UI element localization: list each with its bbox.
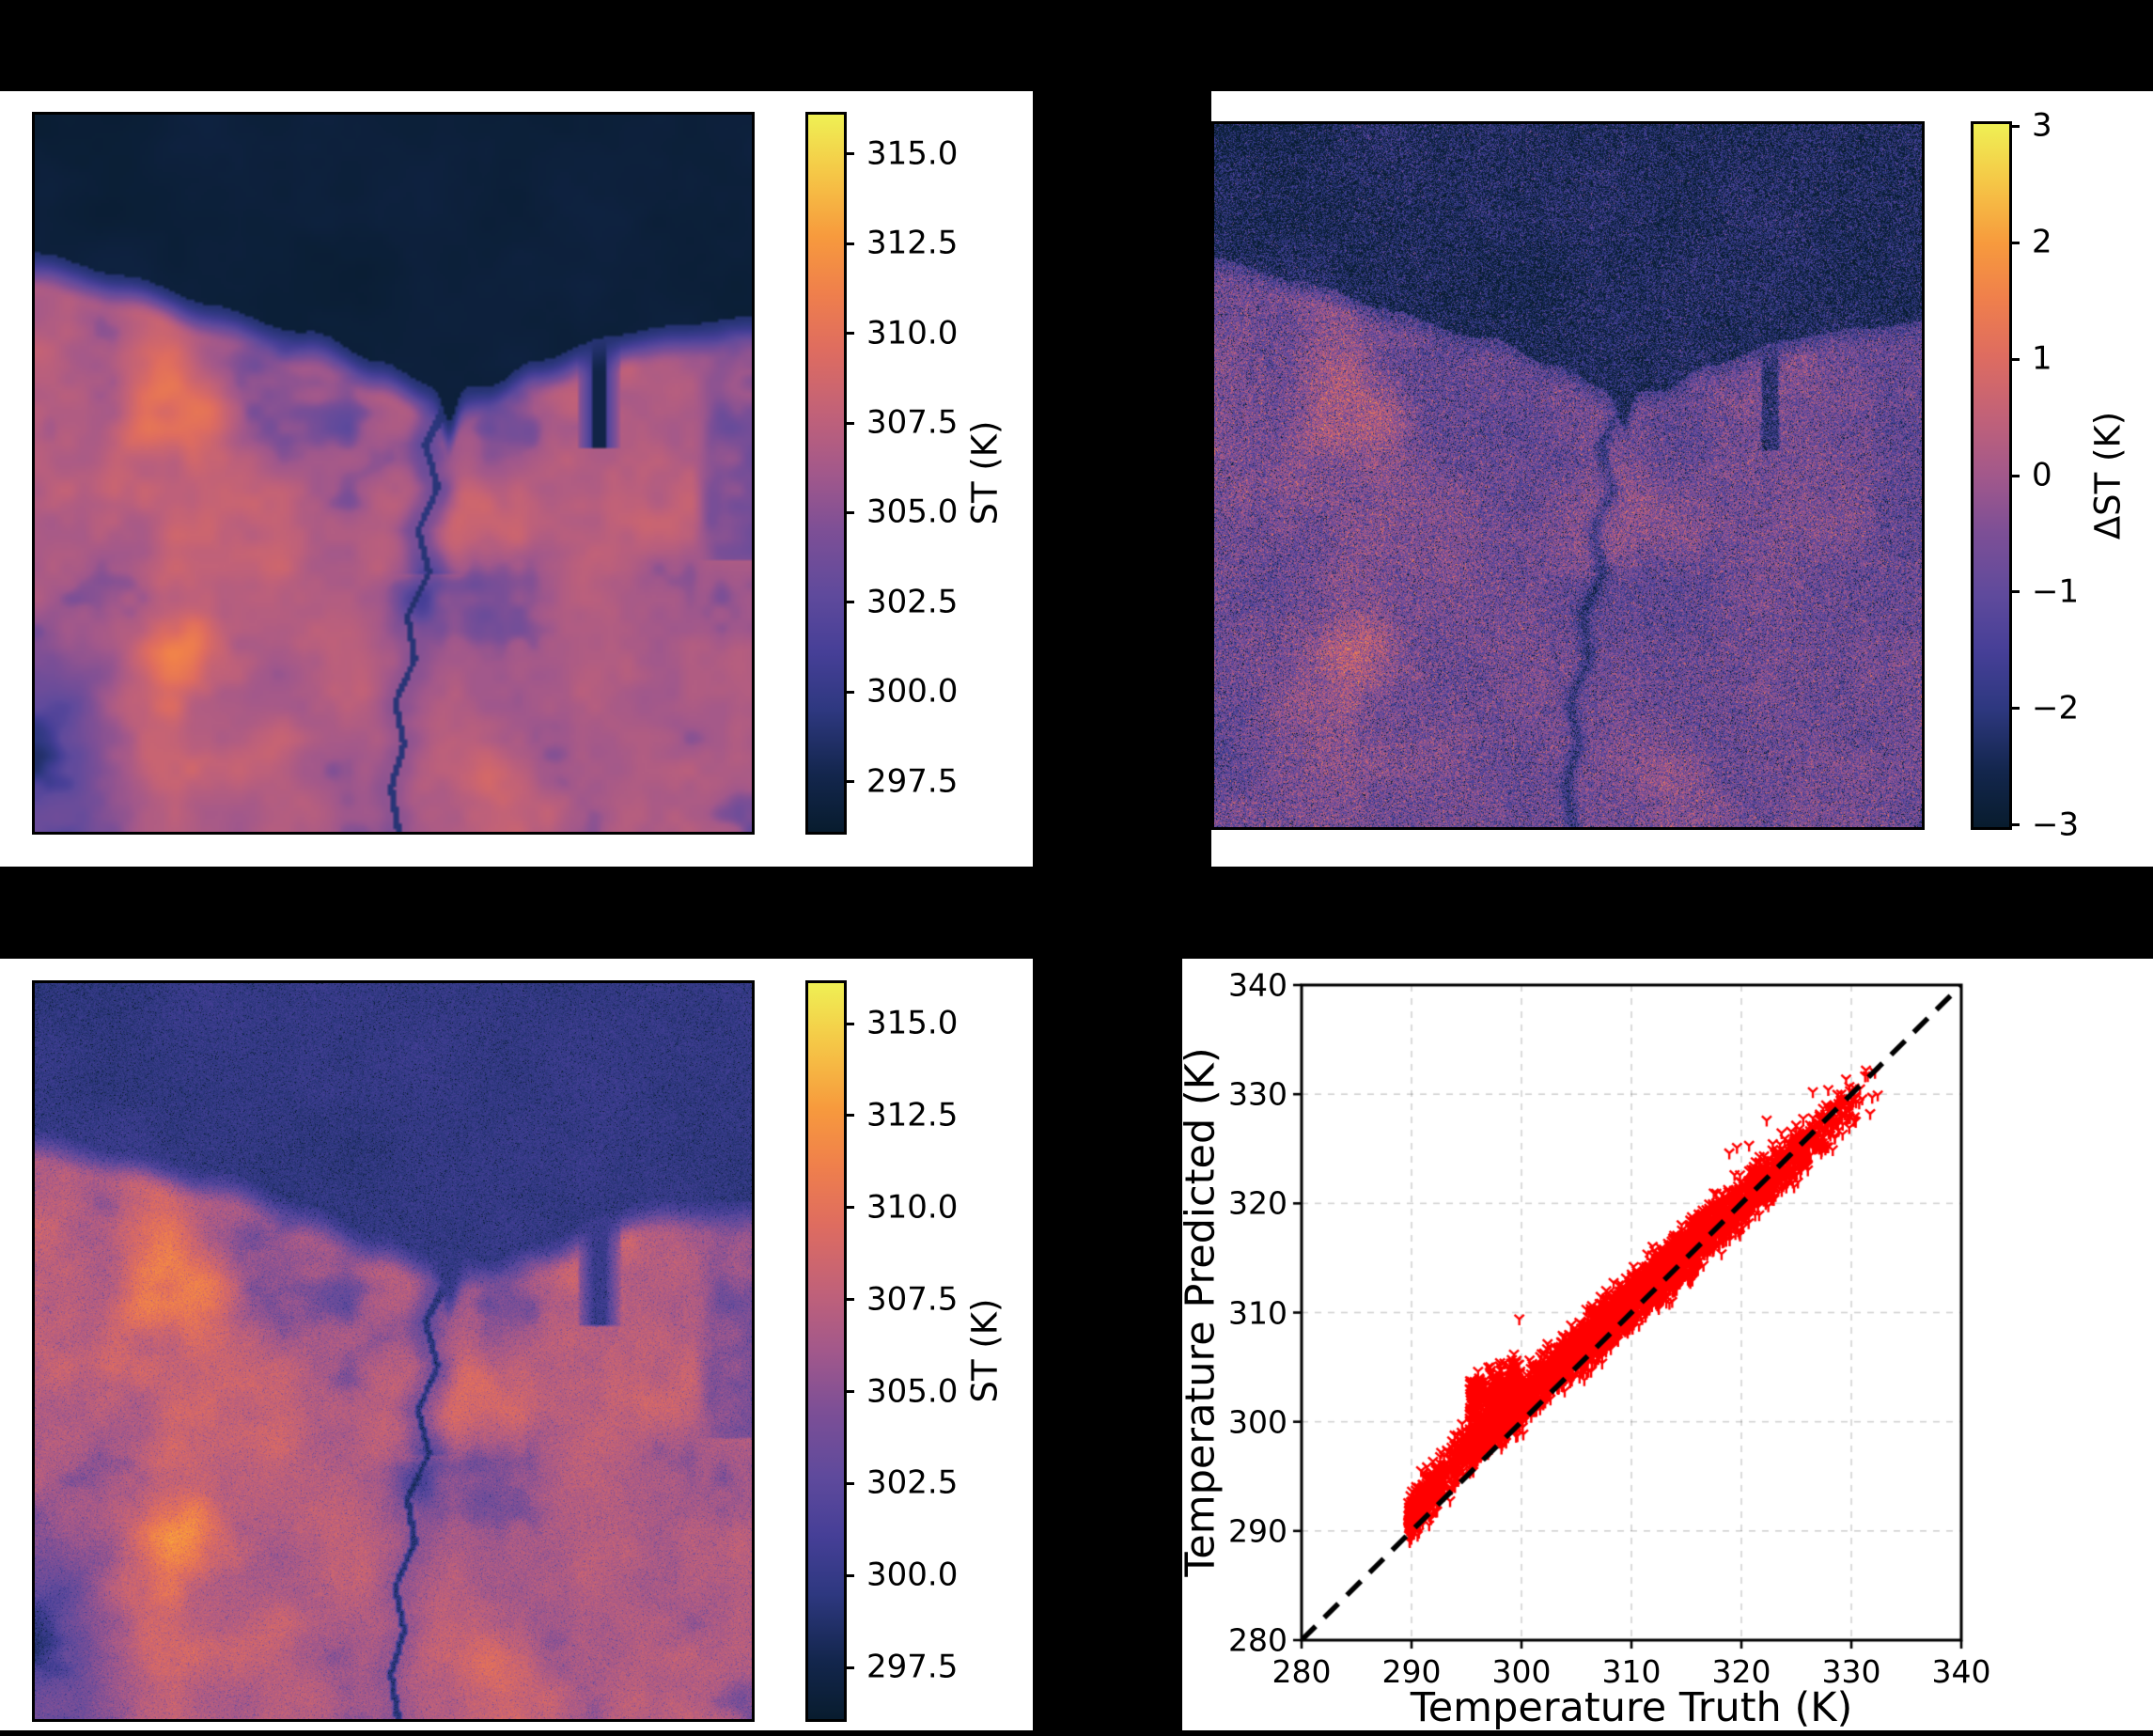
st-truth-colorbar-tick-label: 300.0 [866, 672, 959, 711]
panel-st-delta: 3 2 1 0 −1 −2 −3 ΔST (K) [1211, 91, 2153, 867]
st-truth-colorbar-tick-mark [844, 510, 854, 514]
st-predicted-colorbar: 315.0 312.5 310.0 307.5 305.0 302.5 300.0 297.5 [805, 980, 958, 1722]
st-truth-colorbar-tick-mark [844, 152, 854, 156]
st-predicted-colorbar-tick-mark [844, 1481, 854, 1485]
st-truth-colorbar-tick-mark [844, 332, 854, 336]
st-predicted-colorbar-tick-label: 312.5 [866, 1096, 959, 1134]
st-predicted-colorbar-tick-mark [844, 1573, 854, 1577]
panel-scatter: Temperature Truth (K) Temperature Predic… [1177, 959, 2153, 1731]
st-delta-colorbar-tick-mark [2009, 707, 2020, 711]
scatter-ytick-label: 320 [1228, 1184, 1287, 1222]
st-truth-colorbar-tick-mark [844, 601, 854, 604]
st-predicted-colorbar-tick-mark [844, 1390, 854, 1394]
st-delta-colorbar-tick-mark [2009, 124, 2020, 128]
st-predicted-colorbar-tick-label: 302.5 [866, 1463, 959, 1502]
st-predicted-heatmap [35, 983, 752, 1719]
st-predicted-colorbar-tick-label: 307.5 [866, 1280, 959, 1319]
st-delta-colorbar-tick-label: 0 [2032, 456, 2052, 494]
st-predicted-colorbar-tick-label: 300.0 [866, 1556, 959, 1594]
st-predicted-colorbar-tick-mark [844, 1022, 854, 1025]
scatter-ytick-label: 330 [1228, 1075, 1287, 1113]
st-delta-colorbar-label: ΔST (K) [2087, 411, 2129, 540]
st-truth-colorbar-tick-mark [844, 421, 854, 425]
scatter-xtick-label: 340 [1931, 1653, 1991, 1690]
st-predicted-colorbar-tick-label: 305.0 [866, 1371, 959, 1410]
st-truth-colorbar-gradient [808, 115, 844, 832]
st-truth-colorbar: 315.0 312.5 310.0 307.5 305.0 302.5 300.0 297.5 [805, 112, 958, 835]
st-predicted-map-frame [32, 980, 755, 1722]
st-delta-colorbar-tick-label: −3 [2032, 805, 2080, 843]
st-delta-heatmap [1214, 124, 1922, 827]
panel-st-truth: 315.0 312.5 310.0 307.5 305.0 302.5 300.0 297.5… [0, 91, 1033, 867]
st-predicted-colorbar-tick-mark [844, 1206, 854, 1210]
st-delta-colorbar-tick-label: 1 [2032, 339, 2052, 378]
scatter-ytick-label: 290 [1228, 1512, 1287, 1550]
st-truth-heatmap [35, 115, 752, 832]
pred-vs-truth-scatter [1182, 959, 2153, 1730]
scatter-xtick-label: 290 [1381, 1653, 1442, 1690]
scatter-xaxis-label: Temperature Truth (K) [1410, 1684, 1853, 1731]
st-delta-colorbar-tick-mark [2009, 357, 2020, 361]
st-truth-colorbar-tick-mark [844, 242, 854, 245]
st-delta-colorbar-tick-mark [2009, 823, 2020, 827]
scatter-xtick-label: 300 [1491, 1653, 1552, 1690]
scatter-xtick-label: 310 [1601, 1653, 1662, 1690]
st-truth-colorbar-tick-label: 302.5 [866, 583, 959, 621]
st-truth-colorbar-tick-label: 305.0 [866, 493, 959, 531]
st-truth-colorbar-tick-label: 315.0 [866, 134, 959, 173]
st-delta-colorbar-tick-label: 3 [2032, 106, 2052, 145]
st-delta-map-frame [1211, 121, 1925, 830]
st-truth-colorbar-label: ST (K) [964, 420, 1006, 525]
st-delta-colorbar-gradient [1974, 124, 2009, 827]
st-predicted-colorbar-tick-label: 297.5 [866, 1648, 959, 1686]
st-predicted-colorbar-tick-label: 315.0 [866, 1004, 959, 1042]
scatter-xtick-label: 330 [1821, 1653, 1881, 1690]
scatter-ytick-label: 310 [1228, 1294, 1287, 1331]
st-delta-colorbar-tick-mark [2009, 590, 2020, 594]
scatter-yaxis-label: Temperature Predicted (K) [1177, 1047, 1225, 1577]
st-truth-colorbar-tick-label: 307.5 [866, 403, 959, 442]
st-truth-map-frame [32, 112, 755, 835]
st-predicted-colorbar-tick-mark [844, 1114, 854, 1118]
st-truth-colorbar-tick-label: 297.5 [866, 761, 959, 800]
scatter-xtick-label: 280 [1272, 1653, 1332, 1690]
panel-st-predicted: 315.0 312.5 310.0 307.5 305.0 302.5 300.0 297.5… [0, 959, 1033, 1730]
st-predicted-colorbar-label: ST (K) [964, 1298, 1006, 1403]
scatter-xtick-label: 320 [1711, 1653, 1771, 1690]
st-delta-colorbar: 3 2 1 0 −1 −2 −3 [1971, 110, 2079, 840]
st-delta-colorbar-tick-label: −1 [2032, 572, 2080, 611]
st-predicted-colorbar-tick-mark [844, 1666, 854, 1669]
st-predicted-colorbar-tick-mark [844, 1298, 854, 1302]
st-delta-colorbar-tick-mark [2009, 474, 2020, 477]
scatter-ytick-label: 300 [1228, 1403, 1287, 1441]
st-delta-colorbar-tick-mark [2009, 241, 2020, 244]
scatter-ytick-label: 280 [1228, 1621, 1287, 1659]
st-delta-colorbar-tick-label: 2 [2032, 223, 2052, 261]
st-truth-colorbar-tick-label: 310.0 [866, 314, 959, 352]
st-truth-colorbar-tick-mark [844, 690, 854, 694]
st-truth-colorbar-tick-mark [844, 780, 854, 784]
st-predicted-colorbar-gradient [808, 983, 844, 1719]
scatter-ytick-label: 340 [1228, 966, 1287, 1004]
st-predicted-colorbar-tick-label: 310.0 [866, 1188, 959, 1227]
st-delta-colorbar-tick-label: −2 [2032, 688, 2080, 727]
st-truth-colorbar-tick-label: 312.5 [866, 224, 959, 262]
